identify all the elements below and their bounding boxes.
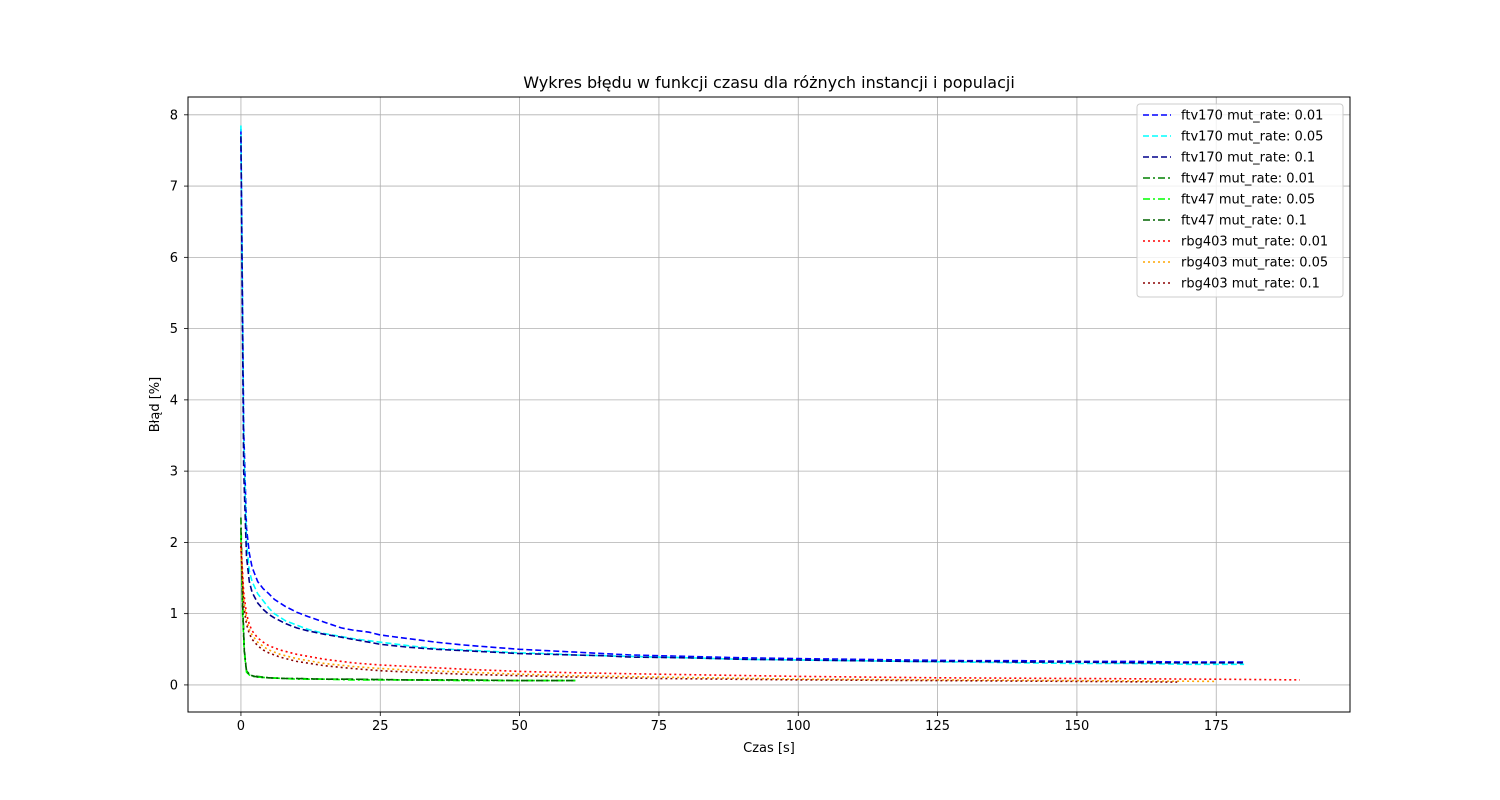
legend-entry: ftv47 mut_rate: 0.05: [1181, 193, 1315, 208]
x-tick-label: 0: [237, 719, 245, 734]
legend-entry: rbg403 mut_rate: 0.05: [1181, 256, 1328, 271]
y-tick-label: 2: [170, 536, 178, 551]
x-tick-label: 75: [651, 719, 668, 734]
y-tick-label: 7: [170, 180, 178, 195]
series-line-1: [240, 129, 1245, 663]
series-line-4: [240, 517, 576, 682]
y-tick-label: 4: [170, 393, 178, 408]
x-tick-label: 175: [1204, 719, 1229, 734]
chart-title: Wykres błędu w funkcji czasu dla różnych…: [523, 73, 1015, 92]
legend-entry: ftv170 mut_rate: 0.1: [1181, 151, 1315, 166]
legend-box: [1136, 103, 1344, 298]
y-tick-label: 1: [170, 607, 178, 622]
x-tick-label: 100: [786, 719, 811, 734]
series-line-7: [240, 542, 1300, 681]
series-line-8: [240, 549, 1217, 683]
plot-area: [240, 125, 1300, 683]
legend-entry: rbg403 mut_rate: 0.01: [1181, 235, 1328, 250]
x-tick-label: 150: [1065, 719, 1090, 734]
series-line-5: [240, 535, 576, 682]
x-axis-label: Czas [s]: [743, 741, 795, 756]
legend-entry: ftv47 mut_rate: 0.01: [1181, 172, 1315, 187]
x-tick-label: 125: [925, 719, 950, 734]
axes-frame: [187, 96, 1351, 713]
legend-entry: ftv170 mut_rate: 0.01: [1181, 109, 1323, 124]
y-tick-label: 5: [170, 322, 178, 337]
y-axis-label: Błąd [%]: [148, 377, 163, 432]
y-axis-ticks: 0 1 2 3 4 5 6 7 8: [170, 108, 188, 693]
series-line-9: [240, 545, 1178, 683]
x-tick-label: 25: [372, 719, 389, 734]
x-axis-ticks: 0 25 50 75 100 125 150 175: [237, 712, 1229, 734]
y-tick-label: 6: [170, 251, 178, 266]
y-tick-label: 8: [170, 108, 178, 123]
y-tick-label: 0: [170, 678, 178, 693]
legend-entry: ftv170 mut_rate: 0.05: [1181, 130, 1323, 145]
grid: [188, 97, 1350, 712]
series-line-2: [240, 125, 1245, 666]
legend: ftv170 mut_rate: 0.01 ftv170 mut_rate: 0.…: [1136, 103, 1344, 298]
legend-entry: ftv47 mut_rate: 0.1: [1181, 214, 1307, 229]
x-tick-label: 50: [511, 719, 528, 734]
y-tick-label: 3: [170, 465, 178, 480]
series-line-3: [240, 136, 1245, 664]
legend-entry: rbg403 mut_rate: 0.1: [1181, 277, 1320, 292]
series-line-6: [240, 528, 576, 682]
